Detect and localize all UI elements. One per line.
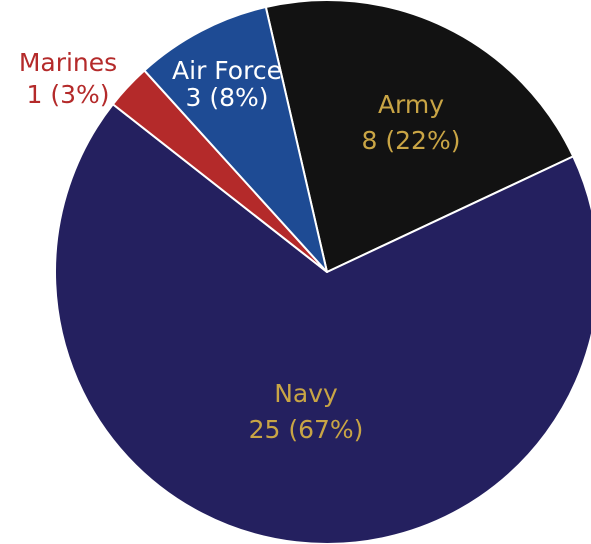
pie-slice-navy [54, 103, 591, 544]
pie-slices [54, 0, 591, 544]
slice-value-marines: 1 (3%) [26, 80, 109, 109]
slice-name-air-force: Air Force [172, 56, 282, 85]
slice-value-air-force: 3 (8%) [185, 83, 268, 112]
slice-name-navy: Navy [274, 379, 338, 408]
slice-value-navy: 25 (67%) [249, 415, 364, 444]
slice-name-army: Army [378, 90, 444, 119]
pie-labels: Army 8 (22%) Navy 25 (67%) Marines 1 (3%) Air … [19, 48, 461, 444]
slice-name-marines: Marines [19, 48, 117, 77]
slice-value-army: 8 (22%) [362, 126, 461, 155]
pie-slice-air-force [143, 5, 328, 273]
pie-slice-army [264, 0, 575, 273]
